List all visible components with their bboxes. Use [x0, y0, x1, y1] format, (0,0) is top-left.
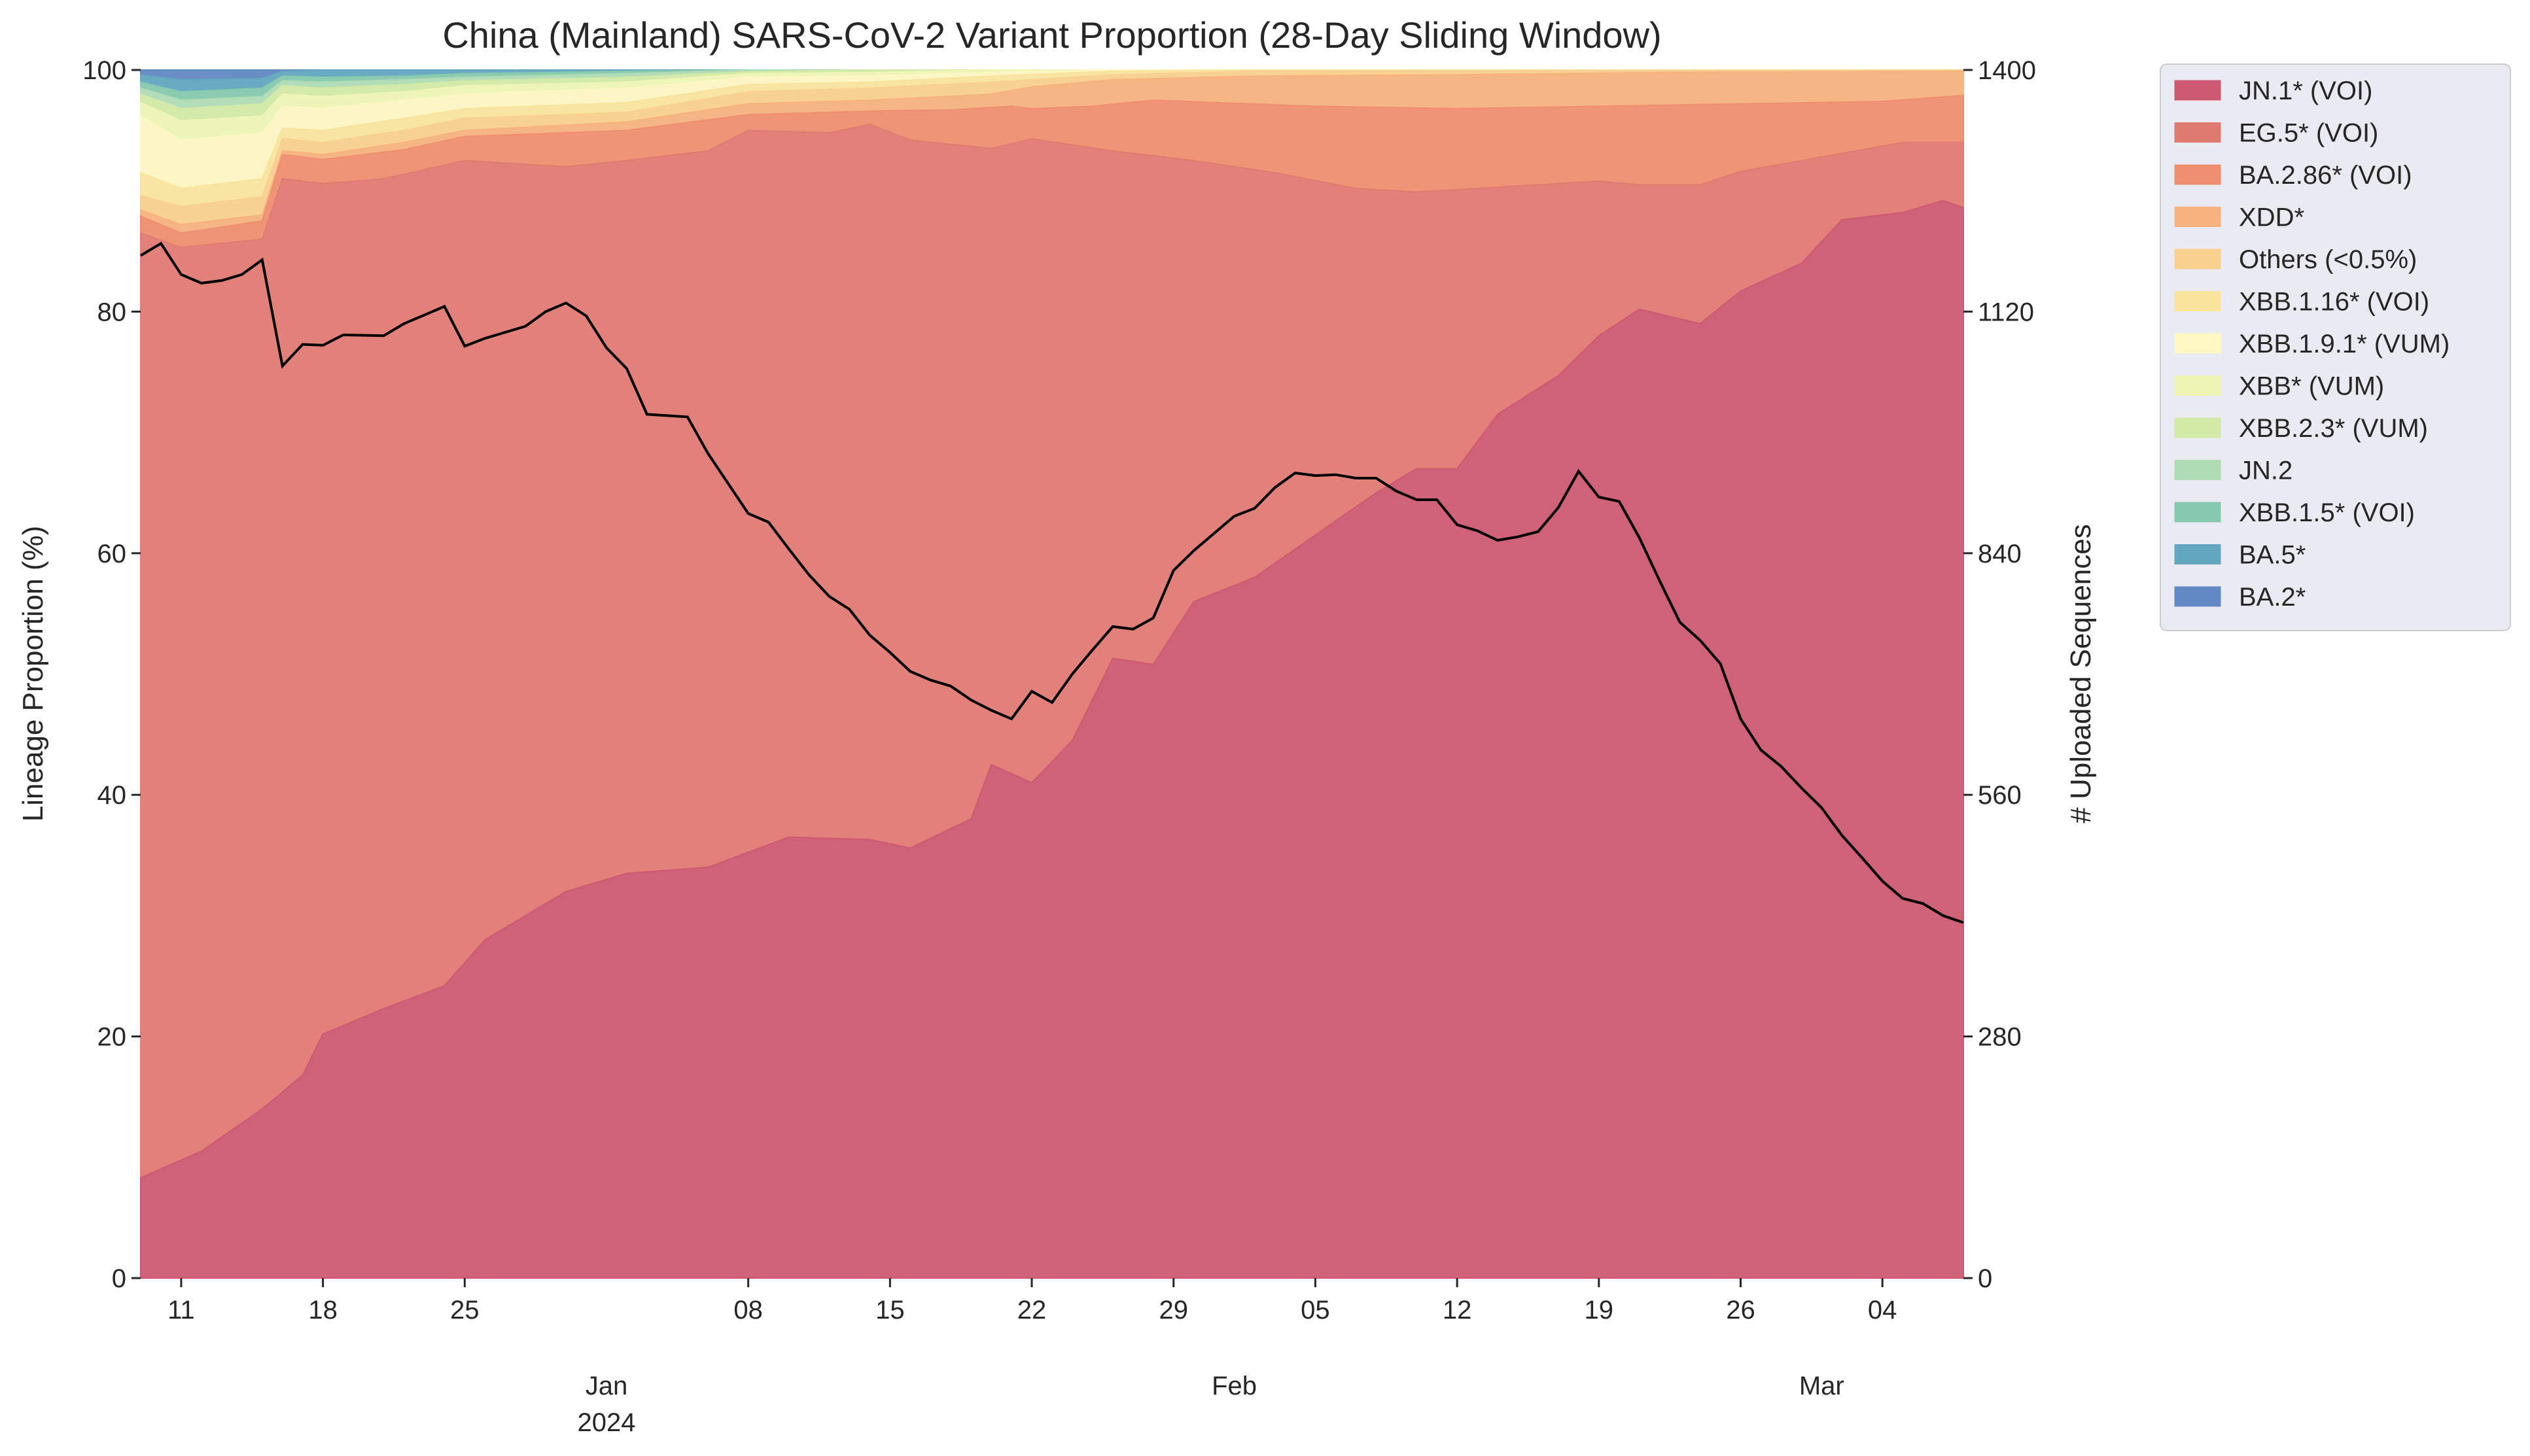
x-tick-label: 18 — [308, 1296, 338, 1325]
right-y-tick-label: 0 — [1978, 1264, 1992, 1293]
legend-label: XBB.1.9.1* (VUM) — [2239, 330, 2450, 358]
right-y-tick-label: 280 — [1978, 1023, 2022, 1052]
x-tick-label: 05 — [1301, 1296, 1330, 1325]
legend-label: Others (<0.5%) — [2239, 245, 2417, 274]
legend-swatch — [2174, 502, 2221, 523]
legend-swatch — [2174, 460, 2221, 480]
sequence-count-line — [139, 241, 1964, 924]
right-y-tick-label: 840 — [1978, 540, 2022, 568]
legend: JN.1* (VOI) EG.5* (VOI) BA.2.86* (VOI) XDD*… — [2160, 63, 2511, 631]
legend-swatch — [2174, 164, 2221, 185]
legend-swatch — [2174, 80, 2221, 101]
legend-label: XBB.1.5* (VOI) — [2239, 498, 2415, 527]
x-month-label: Mar — [1799, 1372, 1844, 1400]
legend-label: BA.2.86* (VOI) — [2239, 161, 2412, 190]
left-y-axis: 0 20 40 60 80 100 — [82, 56, 141, 1293]
legend-label: BA.5* — [2239, 541, 2306, 570]
legend-label: JN.1* (VOI) — [2239, 77, 2372, 105]
x-tick-label: 25 — [450, 1296, 480, 1325]
x-tick-label: 08 — [733, 1296, 763, 1325]
y-tick-label: 20 — [97, 1023, 127, 1052]
x-tick-label: 11 — [167, 1296, 195, 1325]
y-tick-label: 80 — [97, 298, 127, 326]
legend-frame — [2160, 63, 2511, 631]
legend-swatch — [2174, 586, 2221, 607]
legend-label: BA.2* — [2239, 583, 2306, 612]
legend-label: JN.2 — [2239, 457, 2293, 485]
right-y-tick-label: 560 — [1978, 781, 2022, 810]
right-y-axis: 0 280 560 840 1120 1400 — [1963, 56, 2036, 1293]
legend-swatch — [2174, 417, 2221, 438]
y-tick-label: 0 — [112, 1264, 126, 1293]
legend-label: EG.5* (VOI) — [2239, 119, 2378, 148]
x-tick-label: 15 — [875, 1296, 905, 1325]
left-y-axis-label: Lineage Proportion (%) — [17, 526, 49, 822]
right-y-axis-label: # Uploaded Sequences — [2065, 524, 2097, 823]
x-month-label: Feb — [1212, 1372, 1257, 1400]
x-tick-label: 04 — [1868, 1296, 1897, 1325]
legend-label: XBB.1.16* (VOI) — [2239, 288, 2429, 317]
x-tick-label: 19 — [1585, 1296, 1614, 1325]
legend-swatch — [2174, 375, 2221, 396]
y-tick-label: 60 — [97, 540, 127, 568]
x-tick-label: 22 — [1017, 1296, 1047, 1325]
x-tick-label: 12 — [1443, 1296, 1472, 1325]
stacked-areas — [140, 69, 1964, 1279]
legend-label: XBB* (VUM) — [2239, 372, 2384, 401]
legend-swatch — [2174, 544, 2221, 564]
right-y-tick-label: 1120 — [1978, 298, 2034, 326]
y-tick-label: 40 — [97, 781, 127, 810]
legend-swatch — [2174, 333, 2221, 354]
legend-swatch — [2174, 207, 2221, 227]
chart-title: China (Mainland) SARS-CoV-2 Variant Prop… — [442, 14, 1661, 56]
legend-label: XDD* — [2239, 203, 2304, 232]
legend-swatch — [2174, 249, 2221, 269]
legend-swatch — [2174, 122, 2221, 143]
x-tick-label: 26 — [1726, 1296, 1755, 1325]
right-y-tick-label: 1400 — [1978, 56, 2036, 85]
y-tick-label: 100 — [82, 56, 126, 85]
x-month-label: Jan — [586, 1372, 628, 1400]
sequence-count-line-group — [139, 241, 1964, 924]
legend-swatch — [2174, 291, 2221, 311]
x-axis: 11 18 25 08 15 22 29 05 12 19 26 04 Jan 2024 Feb Mar — [167, 1278, 1897, 1437]
legend-label: XBB.2.3* (VUM) — [2239, 414, 2428, 443]
x-tick-label: 29 — [1159, 1296, 1188, 1325]
x-year-label: 2024 — [577, 1408, 635, 1437]
